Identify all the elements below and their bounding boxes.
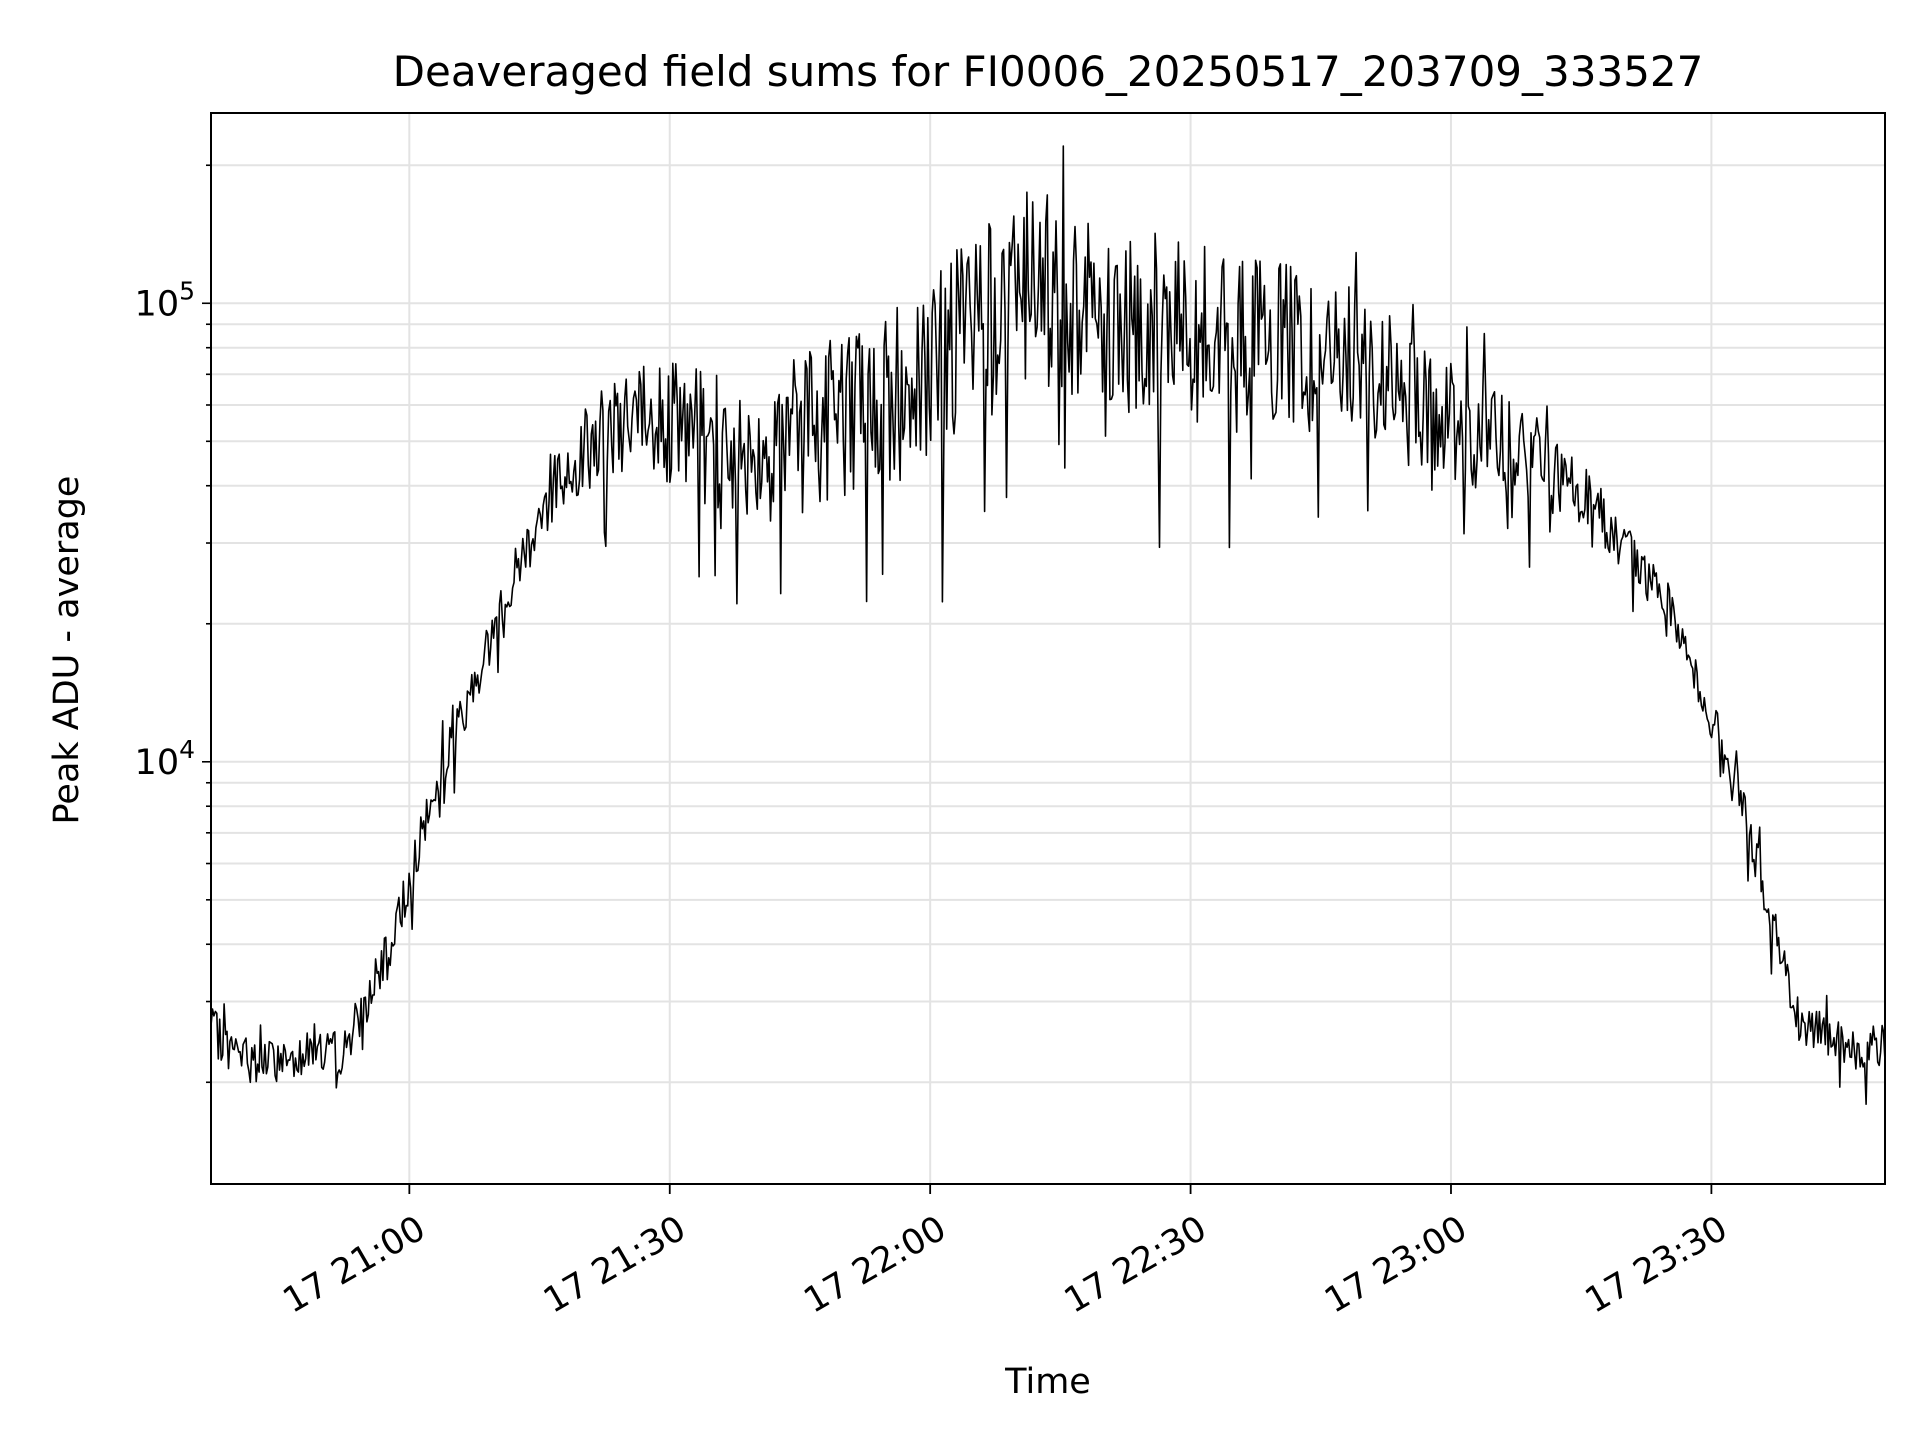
chart-title: Deaveraged field sums for FI0006_2025051… xyxy=(393,47,1704,96)
x-tick-label: 17 21:30 xyxy=(537,1209,693,1322)
y-axis-label: Peak ADU - average xyxy=(47,476,87,825)
x-tick-label: 17 22:00 xyxy=(798,1209,954,1322)
y-tick-label: 104 xyxy=(135,735,195,783)
y-tick-label: 105 xyxy=(135,276,195,324)
x-axis-label: Time xyxy=(1004,1362,1091,1402)
x-tick-label: 17 23:00 xyxy=(1318,1209,1474,1322)
plot-frame xyxy=(210,112,1886,1185)
series-line xyxy=(210,145,1886,1105)
x-tick-label: 17 23:30 xyxy=(1579,1209,1735,1322)
x-tick-label: 17 21:00 xyxy=(277,1209,433,1322)
x-tick-label: 17 22:30 xyxy=(1058,1209,1214,1322)
axis-ticks: 17 21:00 17 21:30 17 22:00 17 22:30 17 23:00… xyxy=(135,164,1735,1322)
